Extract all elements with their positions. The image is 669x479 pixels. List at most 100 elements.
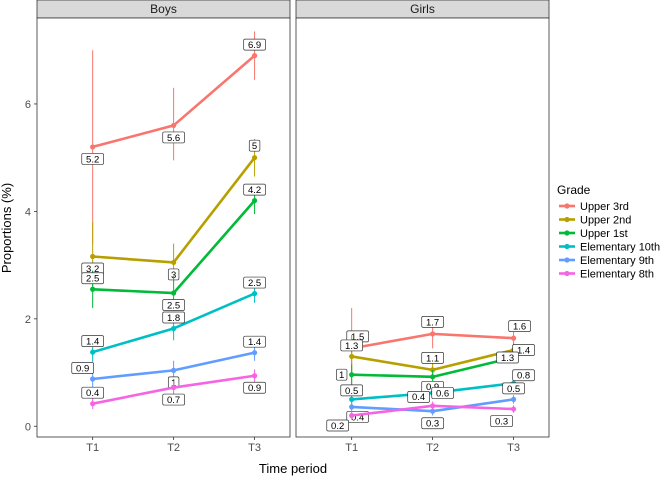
data-label-box [496,351,519,364]
data-label-box [71,362,94,374]
x-tick-label: T1 [86,442,99,454]
data-point [171,325,177,332]
x-tick-label: T2 [167,442,180,454]
x-tick-label: T2 [426,442,439,454]
series-upper-1st: 2.5 2.5 4.2 [81,183,266,311]
data-label-text: 5.2 [86,154,99,165]
legend-label: Upper 1st [580,228,628,240]
data-label-box [421,316,444,328]
data-label-text: 1.3 [501,353,514,364]
data-label: 2.5 [81,272,104,285]
y-tick-label: 4 [25,206,31,218]
panel-boys-data: 5.25.66.93.2352.52.54.21.41.82.50.911.40… [71,31,266,410]
legend-item-upper-3rd: Upper 3rd [559,201,629,213]
data-label-box [243,183,266,196]
panel-girls-data: 1.51.71.61.31.11.410.91.30.50.60.80.40.3… [326,308,535,432]
data-label: 1.5 [346,330,369,343]
data-label: 5.6 [162,131,185,144]
data-point [251,53,258,59]
data-point [349,372,355,378]
data-label: 2.5 [162,299,185,311]
panel-boys: Boys 5.2 5.6 6.9 3.2 3 5 2.5 2.5 4.2 1.4 1.8 2.5 0.9… [36,0,291,438]
legend-item-elementary-10th: Elementary 10th [559,242,660,254]
data-label-text: 1.6 [513,322,526,333]
data-point [171,259,177,266]
legend-label: Elementary 10th [580,242,660,254]
data-label: 2.5 [243,276,266,289]
data-point [510,406,517,412]
data-point [430,408,436,414]
data-label: 0.8 [512,369,535,382]
series-elementary-9th: 0.911.4 [71,335,266,389]
data-point [430,403,436,409]
data-label-text: 3.2 [86,264,99,275]
data-label-box [421,417,444,430]
data-point [510,335,517,341]
data-label: 1.6 [508,320,531,333]
data-point [349,353,355,360]
data-label-text: 5 [252,141,257,152]
x-axis-title: Time period [259,461,327,476]
data-point [90,286,96,292]
data-point [90,376,96,382]
legend-key-point [564,270,570,277]
data-point [171,367,177,373]
data-label: 1.4 [81,335,104,348]
data-label-box [512,369,535,382]
panel-girls-plot-area [295,17,550,438]
data-label: 0.2 [326,419,349,432]
data-label-text: 0.3 [426,419,439,430]
data-label: 0.4 [407,390,430,403]
data-point [90,349,96,355]
data-point [251,373,258,379]
data-label-text: 5.6 [167,133,180,144]
data-point [430,374,436,380]
data-point [510,396,517,402]
data-label-text: 0.5 [345,386,358,397]
legend-key-point [564,257,570,263]
x-axes: T1 T2 T3 T1 T2 T3 [86,437,520,454]
data-label: 5.2 [81,153,104,165]
data-label-text: 2.5 [86,274,99,285]
data-label-box [243,335,266,348]
data-label: 1.7 [421,316,444,328]
data-label-text: 1.8 [167,313,180,324]
series-upper-3rd: 5.2 5.6 6.9 [81,31,266,244]
data-label-text: 0.9 [248,383,261,394]
data-label-text: 3 [171,270,176,281]
data-label-box [81,272,104,285]
data-label-text: 1.1 [426,353,439,364]
series-elementary-10th: 1.4 1.8 2.5 [81,276,266,362]
data-label-text: 1.4 [517,345,530,356]
data-label-text: 1.5 [351,332,364,343]
data-label-text: 0.4 [351,412,364,423]
data-label-box [81,335,104,347]
panel-girls-strip-label: Girls [410,2,435,16]
legend-label: Elementary 9th [580,255,654,267]
y-axis-title: Proportions (%) [0,183,14,273]
series-elementary-8th: 0.2 0.4 0.3 [326,390,517,432]
data-point [171,122,177,129]
data-label-text: 0.7 [167,395,180,406]
data-label-text: 6.9 [248,40,261,51]
x-tick-label: T3 [507,442,520,454]
legend-key-point [564,243,570,250]
data-label-text: 2.5 [167,300,180,311]
y-tick-label: 0 [25,421,31,433]
panel-boys-plot-area [36,17,291,438]
data-label-box [431,387,454,399]
data-label: 0.9 [71,362,94,374]
data-label-box [162,311,185,324]
data-label: 1 [336,368,348,381]
data-label-box [162,393,185,406]
legend-key-point [564,230,570,236]
data-label-text: 1.7 [426,317,439,328]
data-label: 0.5 [340,384,363,397]
legend-label: Upper 2nd [580,215,631,227]
data-label-text: 0.9 [76,363,89,374]
data-label-box [340,339,363,352]
data-label: 1.4 [243,335,266,348]
data-label-text: 4.2 [248,185,261,196]
data-label: 4.2 [243,183,266,196]
